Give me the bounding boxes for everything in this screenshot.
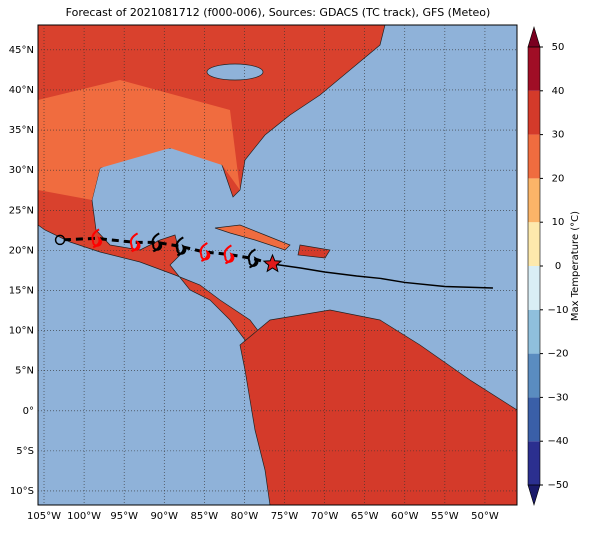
x-tick-label: 100°W [67, 511, 101, 522]
x-tick-label: 55°W [431, 511, 459, 522]
colorbar-label: Max Temperature (°C) [570, 211, 581, 321]
y-tick-label: 5°S [16, 446, 34, 457]
colorbar-bin [528, 134, 540, 179]
y-tick-label: 25°N [9, 205, 34, 216]
x-tick-label: 80°W [231, 511, 259, 522]
colorbar-tick-label: 10 [552, 217, 565, 228]
x-tick-label: 60°W [391, 511, 419, 522]
storm-symbol [199, 242, 211, 262]
y-tick-label: 45°N [9, 45, 34, 56]
storm-symbol [151, 232, 163, 253]
colorbar-under [527, 484, 541, 507]
y-tick-label: 15°N [9, 285, 34, 296]
storm-symbol [129, 232, 141, 253]
colorbar-tick-label: −40 [547, 436, 568, 447]
colorbar-over [527, 25, 541, 48]
x-tick-label: 105°W [27, 511, 61, 522]
x-tick-label: 50°W [471, 511, 499, 522]
colorbar-bin [528, 266, 540, 310]
x-tick-label: 75°W [271, 511, 299, 522]
colorbar-bin [528, 441, 540, 485]
x-tick-label: 65°W [351, 511, 379, 522]
map-title: Forecast of 2021081712 (f000-006), Sourc… [66, 6, 491, 19]
x-tick-label: 85°W [191, 511, 219, 522]
colorbar-tick-label: 50 [552, 42, 565, 53]
x-tick-label: 95°W [110, 511, 138, 522]
y-tick-label: 35°N [9, 125, 34, 136]
y-tick-label: 10°N [9, 326, 34, 337]
great-lakes [206, 63, 264, 81]
hispaniola [297, 244, 331, 259]
colorbar-bin [528, 397, 540, 442]
forecast-track [59, 236, 273, 266]
colorbar-bin [528, 178, 540, 223]
y-tick-label: 30°N [9, 165, 34, 176]
colorbar-tick-label: 0 [555, 261, 561, 272]
x-tick-label: 90°W [150, 511, 178, 522]
y-tick-label: 40°N [9, 85, 34, 96]
colorbar-tick-label: −20 [547, 349, 568, 360]
y-tick-label: 5°N [15, 366, 34, 377]
track-end [54, 234, 66, 246]
colorbar-tick-label: −50 [547, 480, 568, 491]
x-tick-label: 70°W [311, 511, 339, 522]
land [37, 24, 518, 506]
colorbar-tick-label: 40 [552, 86, 565, 97]
y-tick-label: 10°S [10, 486, 34, 497]
y-tick-label: 20°N [9, 245, 34, 256]
colorbar-tick-label: 30 [552, 130, 565, 141]
colorbar-bin [528, 222, 540, 266]
current-position [262, 253, 283, 273]
y-tick-label: 0° [23, 406, 34, 417]
warm-region [38, 80, 240, 200]
colorbar-bin [528, 353, 540, 398]
colorbar-bin [528, 309, 540, 354]
storm-symbol [223, 244, 235, 265]
storm-symbol [175, 236, 187, 257]
colorbar-tick-label: −30 [547, 392, 568, 403]
storm-symbol [247, 248, 259, 269]
past-track [272, 263, 493, 289]
colorbar-bin [528, 90, 540, 135]
colorbar-bin [528, 47, 540, 91]
colorbar-tick-label: 20 [552, 173, 565, 184]
storm-symbol [91, 228, 103, 249]
colorbar-tick-label: −10 [547, 305, 568, 316]
map-frame [37, 24, 518, 506]
